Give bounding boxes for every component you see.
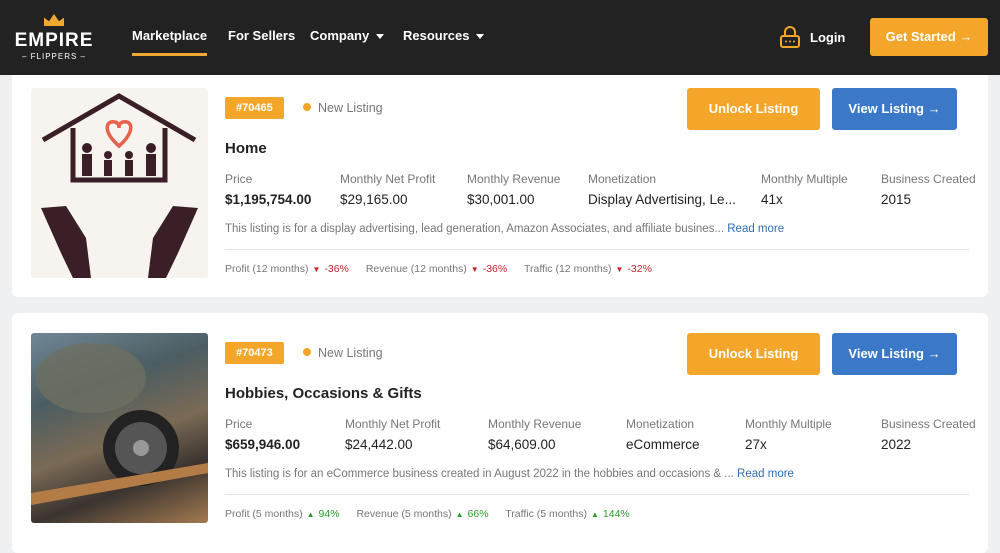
arrow-up-icon: ▲ — [590, 510, 599, 519]
trend-value: -32% — [627, 263, 652, 275]
nav-resources[interactable]: Resources — [403, 28, 485, 43]
label-multiple: Monthly Multiple — [745, 417, 832, 431]
nav-company-label: Company — [310, 28, 370, 43]
divider — [225, 494, 969, 495]
listing-title: Hobbies, Occasions & Gifts — [225, 385, 422, 402]
arrow-down-icon: ▼ — [470, 265, 479, 274]
view-listing-button[interactable]: View Listing → — [832, 333, 957, 375]
trend-label: Traffic (5 months) — [505, 508, 587, 520]
trend-value: 94% — [318, 508, 340, 520]
divider — [225, 249, 969, 250]
arrow-up-icon: ▲ — [455, 510, 464, 519]
trend-label: Profit (5 months) — [225, 508, 303, 520]
view-listing-button[interactable]: View Listing → — [832, 88, 957, 130]
value-created: 2022 — [881, 437, 912, 452]
value-created: 2015 — [881, 192, 912, 207]
read-more-link[interactable]: Read more — [737, 468, 794, 480]
trends-row: Profit (5 months) ▲ 94% Revenue (5 months)… — [225, 508, 644, 520]
empire-flippers-logo[interactable]: EMPIRE – FLIPPERS – — [12, 14, 96, 62]
nav-resources-label: Resources — [403, 28, 470, 43]
listing-description: This listing is for a display advertisin… — [225, 223, 784, 235]
new-listing-status: New Listing — [303, 346, 383, 360]
description-text: This listing is for a display advertisin… — [225, 223, 725, 235]
new-listing-status: New Listing — [303, 101, 383, 115]
value-multiple: 27x — [745, 437, 767, 452]
trend-traffic: Traffic (12 months) ▼ -32% — [524, 263, 652, 275]
label-created: Business Created — [881, 417, 976, 431]
description-text: This listing is for an eCommerce busines… — [225, 468, 734, 480]
value-multiple: 41x — [761, 192, 783, 207]
listing-description: This listing is for an eCommerce busines… — [225, 468, 794, 480]
arrow-down-icon: ▼ — [615, 265, 624, 274]
value-monetization: eCommerce — [626, 437, 700, 452]
top-navbar: EMPIRE – FLIPPERS – Marketplace For Sell… — [0, 0, 1000, 75]
arrow-up-icon: ▲ — [306, 510, 315, 519]
value-price: $1,195,754.00 — [225, 192, 312, 207]
label-multiple: Monthly Multiple — [761, 172, 848, 186]
lock-icon — [780, 26, 800, 48]
unlock-listing-button[interactable]: Unlock Listing — [687, 88, 820, 130]
trend-traffic: Traffic (5 months) ▲ 144% — [505, 508, 629, 520]
value-price: $659,946.00 — [225, 437, 301, 452]
unlock-listing-button[interactable]: Unlock Listing — [687, 333, 820, 375]
crown-icon — [44, 14, 64, 26]
label-revenue: Monthly Revenue — [488, 417, 582, 431]
listing-card: #70465 New Listing Unlock Listing View L… — [12, 60, 988, 297]
trend-label: Traffic (12 months) — [523, 263, 612, 275]
value-monetization: Display Advertising, Le... — [588, 192, 736, 207]
login-link[interactable]: Login — [810, 30, 846, 45]
logo-text: EMPIRE — [14, 30, 94, 51]
trend-value: 66% — [467, 508, 489, 520]
value-revenue: $30,001.00 — [467, 192, 535, 207]
trends-row: Profit (12 months) ▼ -36% Revenue (12 mont… — [225, 263, 666, 275]
trend-label: Revenue (12 months) — [365, 263, 467, 275]
value-net-profit: $29,165.00 — [340, 192, 408, 207]
value-revenue: $64,609.00 — [488, 437, 556, 452]
trend-profit: Profit (5 months) ▲ 94% — [225, 508, 340, 520]
label-created: Business Created — [881, 172, 976, 186]
trend-label: Profit (12 months) — [225, 263, 309, 275]
caret-down-icon — [476, 34, 485, 40]
label-net-profit: Monthly Net Profit — [345, 417, 441, 431]
trend-value: -36% — [482, 263, 508, 275]
label-monetization: Monetization — [588, 172, 657, 186]
read-more-link[interactable]: Read more — [727, 223, 785, 235]
arrow-down-icon: ▼ — [312, 265, 321, 274]
trend-profit: Profit (12 months) ▼ -36% — [225, 263, 349, 275]
listing-image-fishing — [31, 333, 208, 523]
listing-id-badge: #70465 — [225, 97, 284, 119]
label-price: Price — [225, 172, 253, 186]
caret-down-icon — [376, 34, 385, 40]
listing-id-badge: #70473 — [225, 342, 284, 364]
listing-card: #70473 New Listing Unlock Listing View L… — [12, 313, 988, 553]
trend-revenue: Revenue (5 months) ▲ 66% — [356, 508, 488, 520]
label-price: Price — [225, 417, 253, 431]
get-started-button[interactable]: Get Started → — [870, 18, 988, 56]
label-net-profit: Monthly Net Profit — [340, 172, 436, 186]
nav-company[interactable]: Company — [310, 28, 385, 43]
label-revenue: Monthly Revenue — [467, 172, 561, 186]
trend-value: 144% — [602, 508, 630, 520]
trend-revenue: Revenue (12 months) ▼ -36% — [366, 263, 507, 275]
nav-marketplace[interactable]: Marketplace — [132, 28, 208, 56]
trend-label: Revenue (5 months) — [356, 508, 452, 520]
label-monetization: Monetization — [626, 417, 695, 431]
value-net-profit: $24,442.00 — [345, 437, 413, 452]
listing-image-home — [31, 88, 208, 278]
logo-subtext: – FLIPPERS – — [21, 52, 87, 61]
listing-title: Home — [225, 140, 267, 157]
nav-for-sellers[interactable]: For Sellers — [228, 28, 296, 43]
trend-value: -36% — [324, 263, 349, 275]
